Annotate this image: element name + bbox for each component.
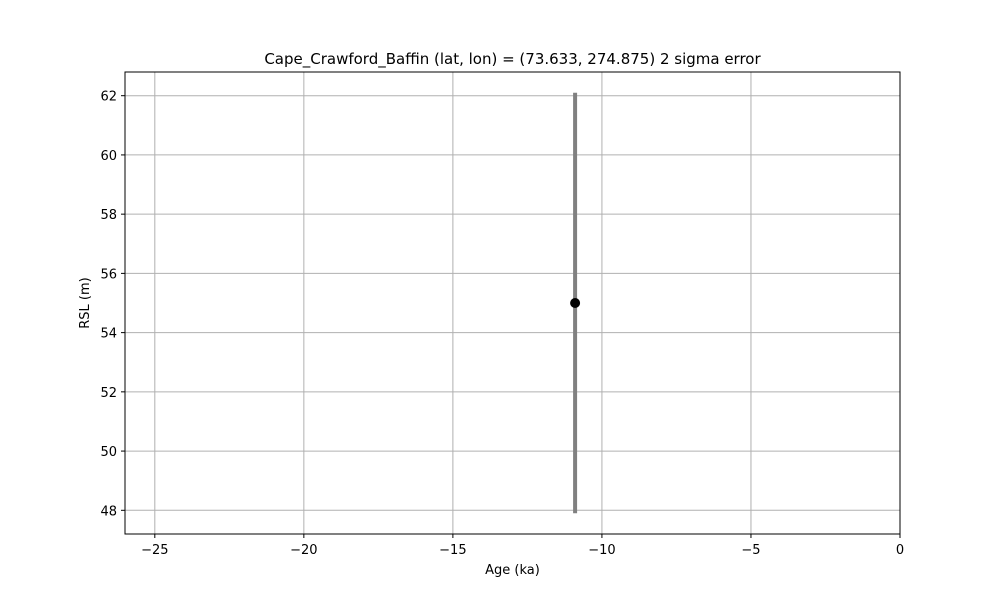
x-tick-label: −10 (588, 543, 615, 558)
y-tick-label: 54 (100, 327, 117, 342)
x-axis-label: Age (ka) (485, 563, 540, 578)
x-tick-label: −15 (439, 543, 466, 558)
y-tick-label: 60 (100, 149, 117, 164)
y-axis-label: RSL (m) (78, 277, 93, 328)
x-tick-label: −20 (290, 543, 317, 558)
x-tick-label: 0 (896, 543, 904, 558)
grid (125, 72, 901, 534)
plot-area-frame (124, 71, 901, 535)
chart-title: Cape_Crawford_Baffin (lat, lon) = (73.63… (264, 50, 761, 69)
data-point (570, 298, 581, 308)
y-tick-label: 56 (100, 267, 117, 282)
y-tick-label: 50 (100, 445, 117, 460)
y-tick-label: 52 (100, 386, 117, 401)
x-axis-ticks: −25 −20 −15 −10 −5 0 (141, 534, 904, 558)
y-axis-ticks: 48 50 52 54 56 58 60 62 (100, 90, 125, 519)
y-tick-label: 58 (100, 208, 117, 223)
x-tick-label: −25 (141, 543, 168, 558)
x-tick-label: −5 (741, 543, 760, 558)
y-tick-label: 48 (100, 504, 117, 519)
data-points (570, 298, 581, 308)
y-tick-label: 62 (100, 90, 117, 105)
